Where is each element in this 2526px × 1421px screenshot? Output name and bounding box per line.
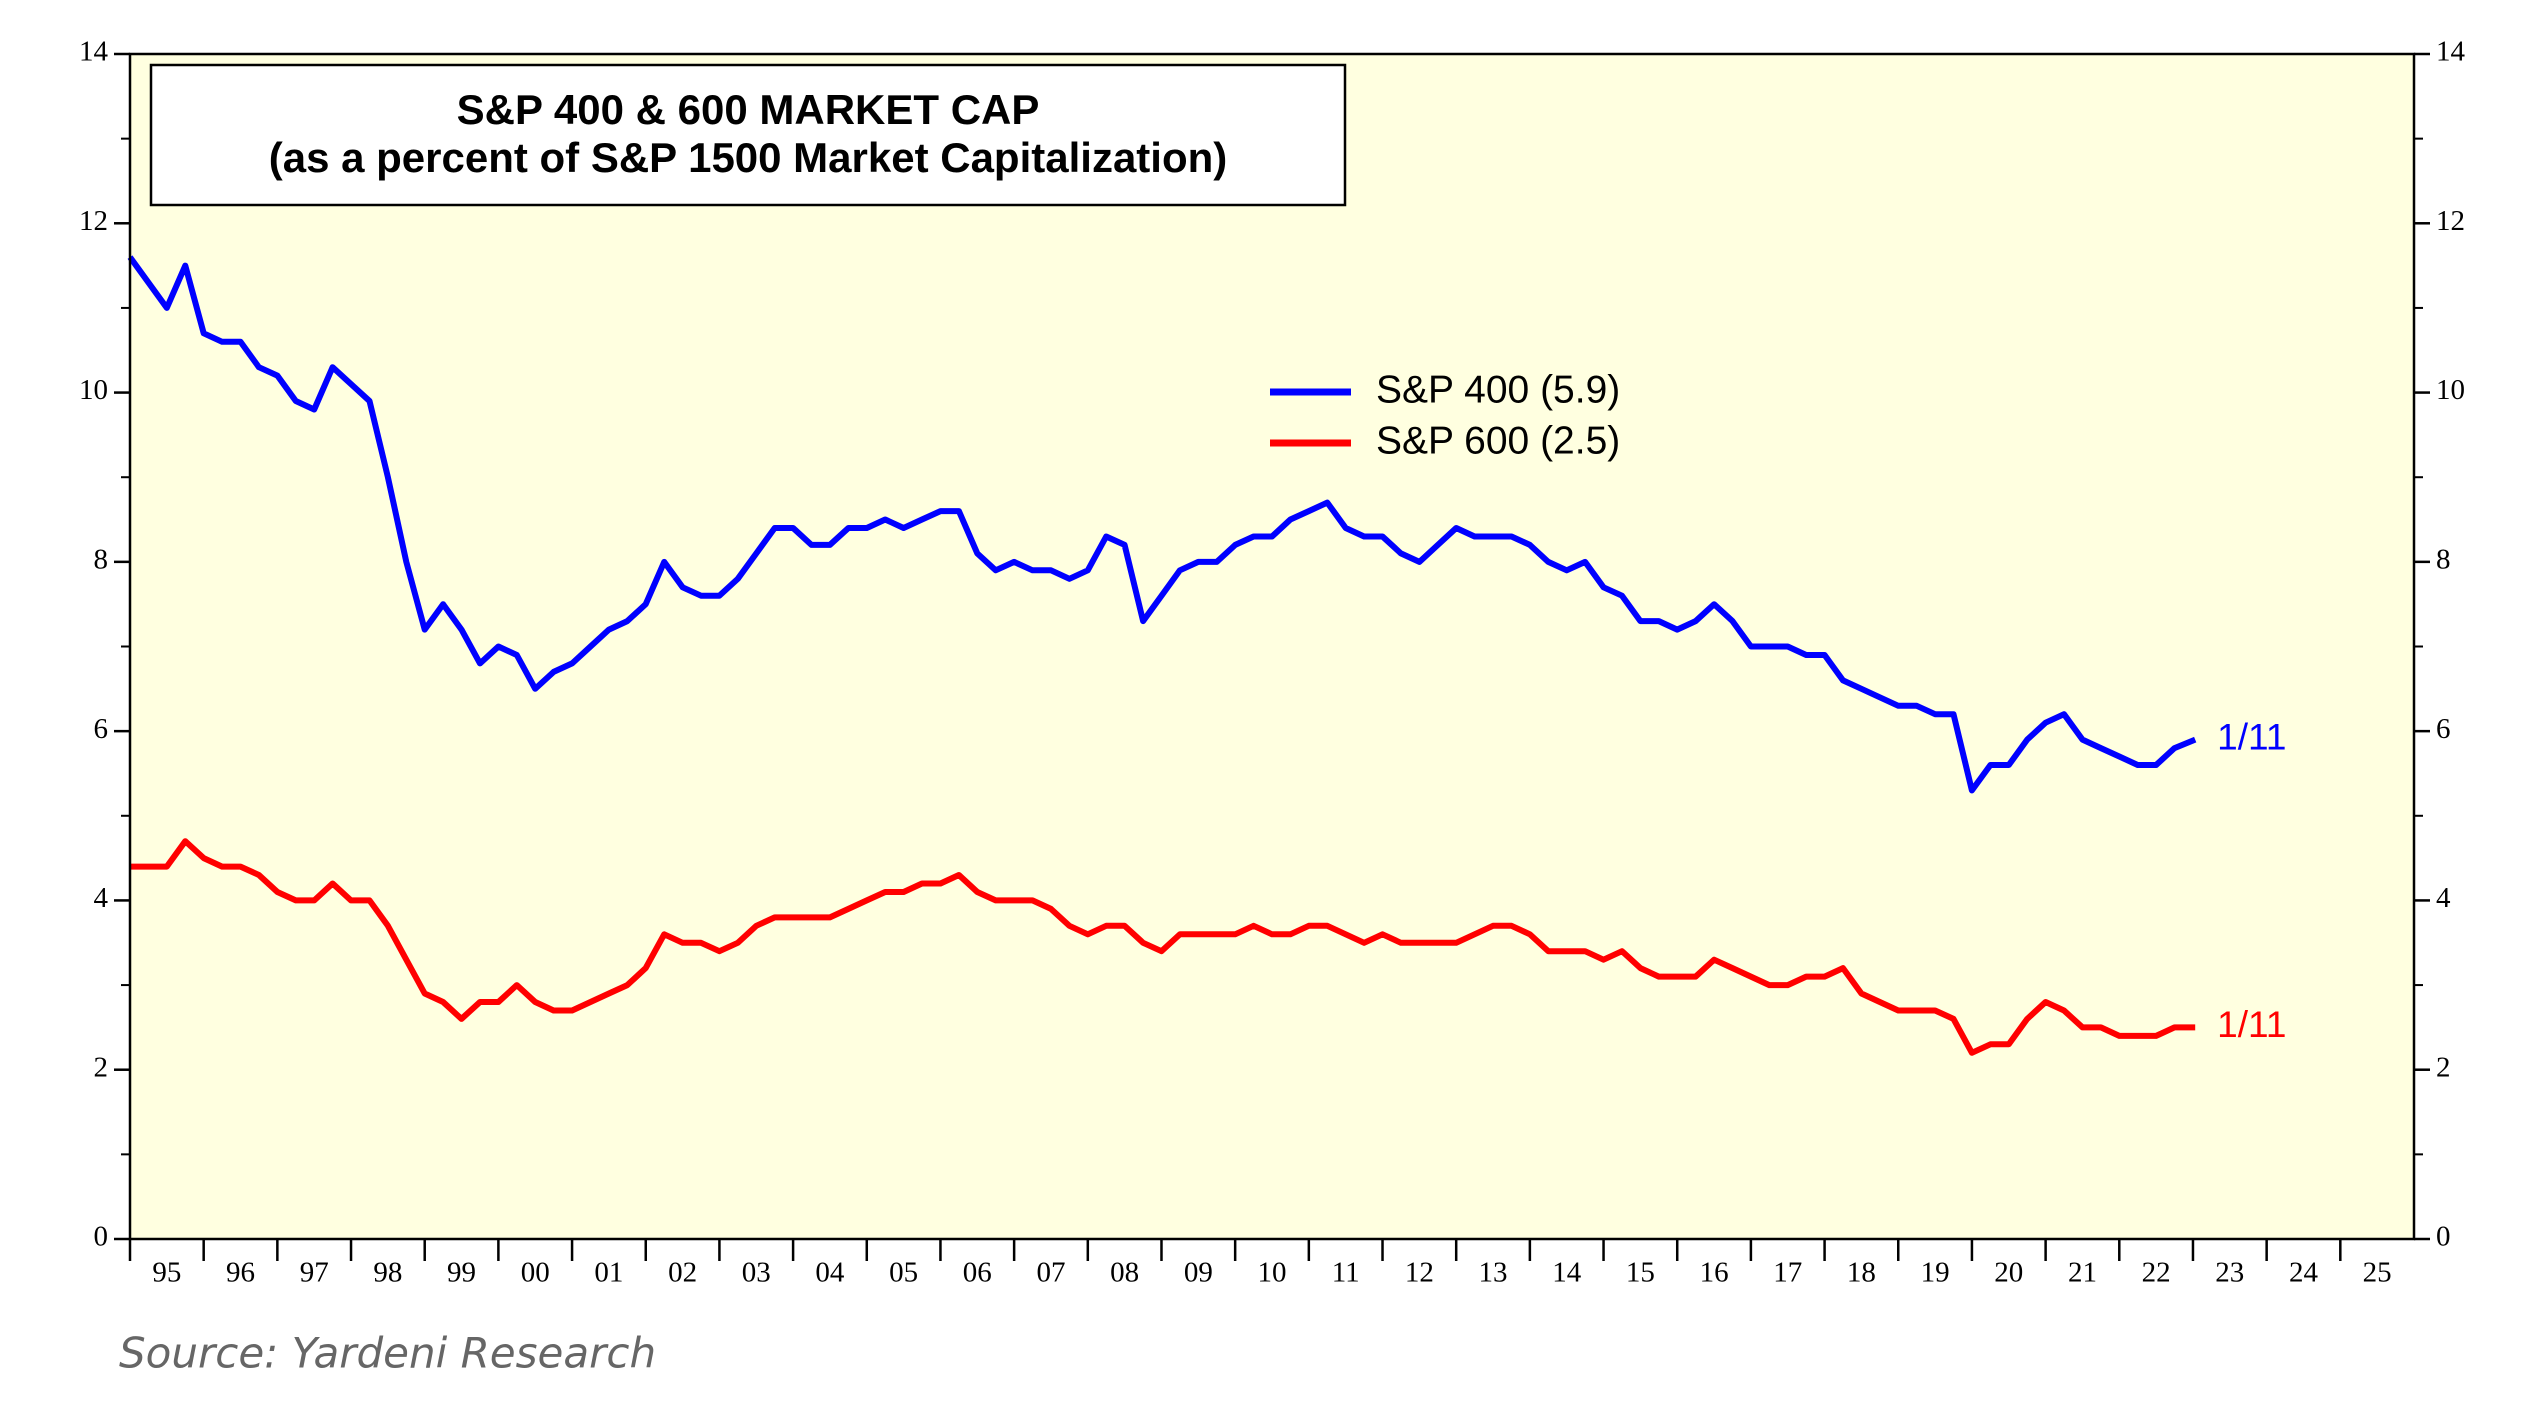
x-tick-label: 13 bbox=[1479, 1257, 1508, 1289]
legend-label: S&P 600 (2.5) bbox=[1376, 419, 1620, 462]
x-tick-label: 06 bbox=[963, 1257, 992, 1289]
x-tick-label: 17 bbox=[1773, 1257, 1802, 1289]
x-tick-label: 99 bbox=[447, 1257, 476, 1289]
x-tick-label: 96 bbox=[226, 1257, 255, 1289]
y2-tick-label: 6 bbox=[2436, 713, 2451, 745]
source: Source: Yardeni Research bbox=[119, 1329, 656, 1378]
x-tick-label: 09 bbox=[1184, 1257, 1213, 1289]
y-tick-label: 2 bbox=[94, 1051, 109, 1083]
x-tick-label: 11 bbox=[1332, 1257, 1360, 1289]
y2-tick-label: 4 bbox=[2436, 882, 2451, 914]
series-line bbox=[127, 255, 2197, 794]
x-tick-label: 95 bbox=[152, 1257, 181, 1289]
plot-area bbox=[130, 54, 2414, 1239]
x-tick-label: 18 bbox=[1847, 1257, 1876, 1289]
x-tick-label: 22 bbox=[2142, 1257, 2171, 1289]
end-annotation: 1/11 bbox=[2217, 1004, 2286, 1045]
x-tick-label: 19 bbox=[1921, 1257, 1950, 1289]
y-tick-label: 0 bbox=[94, 1221, 109, 1253]
title-box bbox=[149, 63, 1347, 207]
x-tick-label: 98 bbox=[373, 1257, 402, 1289]
x-tick-label: 01 bbox=[594, 1257, 623, 1289]
y-tick-label: 10 bbox=[79, 374, 108, 406]
chart-subtitle: (as a percent of S&P 1500 Market Capital… bbox=[269, 134, 1228, 181]
x-tick-label: 10 bbox=[1258, 1257, 1287, 1289]
y-tick-label: 12 bbox=[79, 205, 108, 237]
y2-tick-label: 0 bbox=[2436, 1221, 2451, 1253]
legend-label: S&P 400 (5.9) bbox=[1376, 368, 1620, 411]
x-tick-label: 00 bbox=[521, 1257, 550, 1289]
x-tick-label: 02 bbox=[668, 1257, 697, 1289]
x-tick-label: 21 bbox=[2068, 1257, 2097, 1289]
x-tick-label: 20 bbox=[1994, 1257, 2023, 1289]
y-tick-label: 8 bbox=[94, 544, 109, 576]
x-tick-label: 07 bbox=[1036, 1257, 1065, 1289]
x-tick-label: 97 bbox=[300, 1257, 329, 1289]
x-tick-label: 23 bbox=[2215, 1257, 2244, 1289]
x-tick-label: 04 bbox=[815, 1257, 845, 1289]
x-tick-label: 03 bbox=[742, 1257, 771, 1289]
y2-tick-label: 10 bbox=[2436, 374, 2465, 406]
y-tick-label: 6 bbox=[94, 713, 109, 745]
end-annotation: 1/11 bbox=[2217, 716, 2286, 757]
x-tick-label: 12 bbox=[1405, 1257, 1434, 1289]
x-tick-label: 15 bbox=[1626, 1257, 1655, 1289]
x-tick-label: 24 bbox=[2289, 1257, 2319, 1289]
y2-tick-label: 2 bbox=[2436, 1051, 2451, 1083]
x-tick-label: 14 bbox=[1552, 1257, 1582, 1289]
x-tick-label: 05 bbox=[889, 1257, 918, 1289]
plot-frame bbox=[128, 52, 2416, 1241]
y2-tick-label: 14 bbox=[2436, 36, 2466, 68]
x-tick-label: 16 bbox=[1700, 1257, 1729, 1289]
y2-tick-label: 12 bbox=[2436, 205, 2465, 237]
y2-tick-label: 8 bbox=[2436, 544, 2451, 576]
series-line bbox=[130, 838, 2196, 1056]
y-tick-label: 14 bbox=[79, 36, 109, 68]
x-tick-label: 25 bbox=[2363, 1257, 2392, 1289]
y-tick-label: 4 bbox=[94, 882, 109, 914]
x-tick-label: 08 bbox=[1110, 1257, 1139, 1289]
chart-title: S&P 400 & 600 MARKET CAP bbox=[457, 86, 1040, 133]
